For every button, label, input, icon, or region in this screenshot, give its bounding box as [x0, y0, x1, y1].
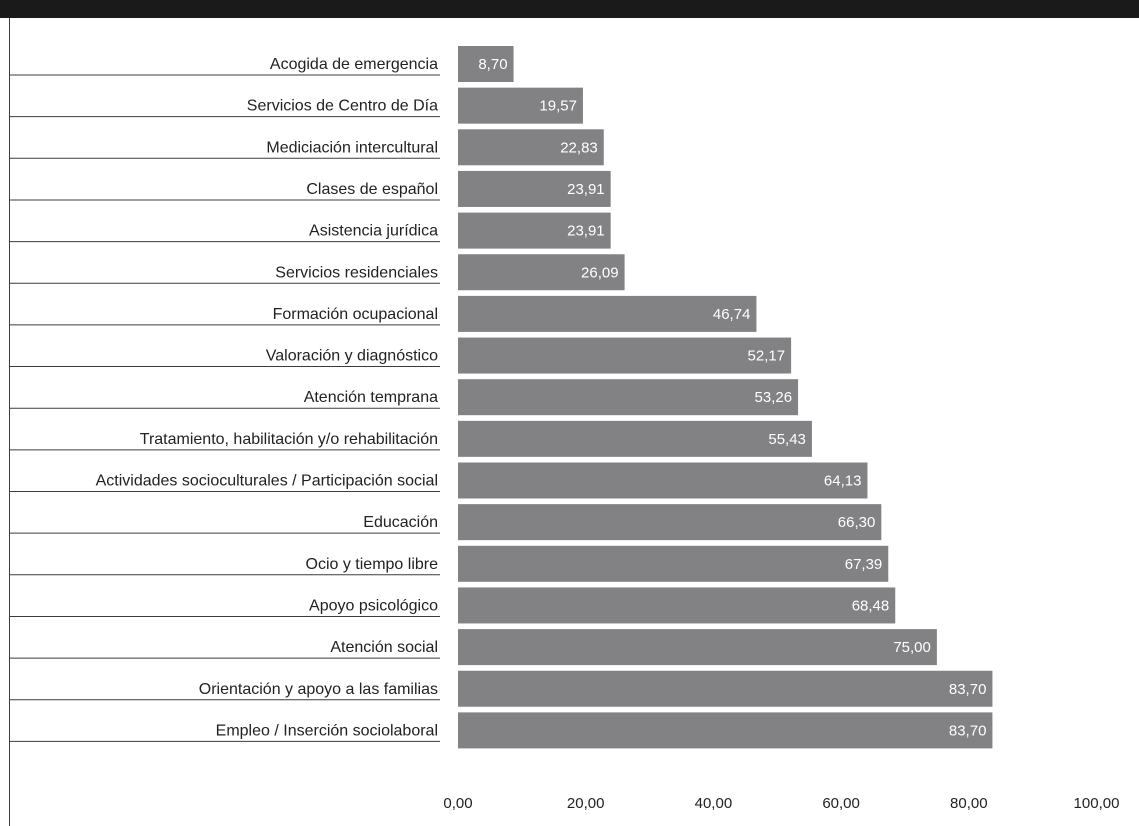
- bar: [458, 712, 993, 749]
- bar-value-label: 75,00: [893, 639, 931, 656]
- bar: [458, 462, 868, 499]
- value-labels: 8,70 19,57 22,83 23,91 23,91 26,09 46,74 52,17 5…: [478, 56, 986, 739]
- category-labels: Acogida de emergencia Servicios de Centro…: [96, 56, 438, 739]
- category-label: Acogida de emergencia: [270, 56, 438, 73]
- bar-value-label: 68,48: [852, 597, 890, 614]
- bar-value-label: 52,17: [748, 348, 786, 365]
- bar: [458, 46, 514, 82]
- category-label: Empleo / Inserción sociolaboral: [216, 722, 438, 739]
- category-label: Actividades socioculturales / Participac…: [96, 473, 438, 490]
- bar-value-label: 83,70: [949, 722, 987, 739]
- bar: [458, 295, 757, 332]
- bar: [458, 504, 882, 541]
- bar-value-label: 64,13: [824, 473, 862, 490]
- x-tick-label: 0,00: [443, 795, 472, 812]
- bar: [458, 420, 812, 457]
- category-label: Educación: [363, 514, 438, 531]
- bar: [458, 629, 937, 666]
- category-label: Mediciación intercultural: [266, 139, 438, 156]
- bar-value-label: 23,91: [567, 181, 605, 198]
- category-label: Clases de español: [306, 181, 438, 198]
- chart-frame: [9, 18, 1139, 826]
- bar: [458, 129, 604, 166]
- category-label: Valoración y diagnóstico: [266, 348, 438, 365]
- bar-value-label: 67,39: [845, 556, 883, 573]
- bar-value-label: 66,30: [838, 514, 876, 531]
- bar: [458, 545, 889, 582]
- bars: [458, 46, 993, 749]
- bar: [458, 587, 896, 624]
- category-label: Asistencia jurídica: [309, 223, 438, 240]
- category-label: Tratamiento, habilitación y/o rehabilita…: [140, 431, 438, 448]
- bar: [458, 87, 583, 124]
- bar-value-label: 19,57: [539, 98, 577, 115]
- bar-value-label: 55,43: [768, 431, 806, 448]
- bar: [458, 379, 799, 416]
- bar-value-label: 22,83: [560, 139, 598, 156]
- category-label: Formación ocupacional: [273, 306, 438, 323]
- bar-value-label: 83,70: [949, 681, 987, 698]
- x-tick-label: 100,00: [1074, 795, 1120, 812]
- x-tick-label: 40,00: [695, 795, 733, 812]
- bar: [458, 254, 625, 291]
- bar: [458, 670, 993, 707]
- category-lines: [10, 74, 440, 742]
- category-label: Atención temprana: [304, 389, 438, 406]
- bar: [458, 337, 792, 374]
- category-label: Servicios residenciales: [275, 264, 438, 281]
- category-label: Orientación y apoyo a las familias: [199, 681, 438, 698]
- bar-value-label: 53,26: [755, 389, 793, 406]
- category-label: Apoyo psicológico: [309, 597, 438, 614]
- bar-value-label: 23,91: [567, 223, 605, 240]
- x-tick-label: 20,00: [567, 795, 605, 812]
- bar-value-label: 8,70: [478, 56, 507, 73]
- category-label: Ocio y tiempo libre: [306, 556, 439, 573]
- top-banner: [0, 0, 1139, 18]
- bar-value-label: 26,09: [581, 264, 619, 281]
- x-tick-label: 60,00: [822, 795, 860, 812]
- x-axis: 0,00 20,00 40,00 60,00 80,00 100,00: [443, 795, 1119, 812]
- bar: [458, 212, 611, 249]
- bar: [458, 170, 611, 207]
- category-label: Atención social: [330, 639, 438, 656]
- category-label: Servicios de Centro de Día: [247, 98, 438, 115]
- bar-value-label: 46,74: [713, 306, 751, 323]
- x-tick-label: 80,00: [950, 795, 988, 812]
